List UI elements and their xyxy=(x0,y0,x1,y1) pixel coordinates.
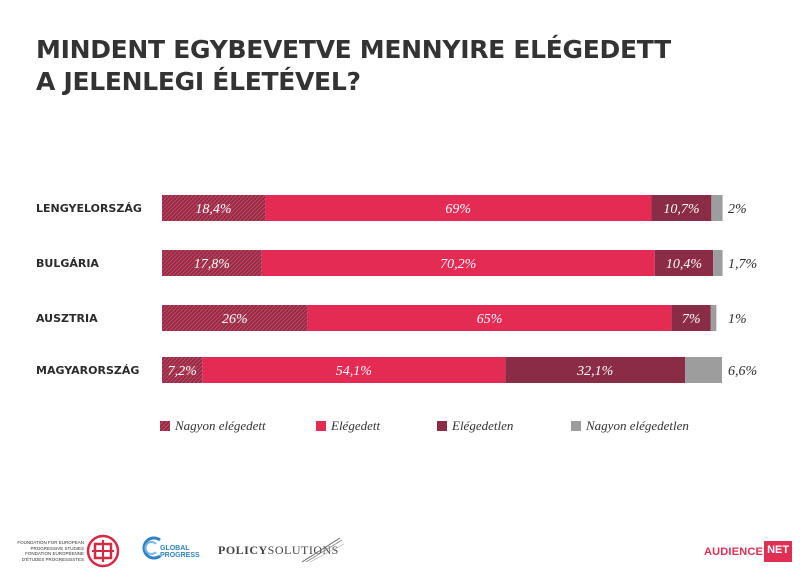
bar-segment xyxy=(162,195,266,221)
data-label: 6,6% xyxy=(728,364,757,379)
fepsl-line-3: FONDATION EUROPÉENNE xyxy=(25,551,84,556)
fepsl-line-4: D'ÉTUDES PROGRESSISTES xyxy=(21,556,84,562)
chart-title: MINDENT EGYBEVETVE MENNYIRE ELÉGEDETT A … xyxy=(36,34,736,98)
legend-label: Nagyon elégedetlen xyxy=(586,418,689,433)
bar-segment xyxy=(685,357,722,383)
bar-segment xyxy=(202,357,506,383)
legend-swatch xyxy=(571,421,581,431)
data-label: 54,1% xyxy=(336,364,372,379)
net-box: NET xyxy=(764,541,793,562)
legend-label: Elégedett xyxy=(331,418,381,433)
data-label: 17,8% xyxy=(194,257,230,272)
bar-segment xyxy=(162,357,203,383)
bar-segment xyxy=(713,250,723,276)
data-label: 7% xyxy=(682,312,701,327)
data-label: 69% xyxy=(445,202,471,217)
legend-swatch xyxy=(316,421,326,431)
fepsl-line-2: PROGRESSIVE STUDIES xyxy=(30,545,84,551)
bar-segment xyxy=(307,305,672,331)
global-progress-word-2: PROGRESS xyxy=(160,552,200,559)
chart-legend: Nagyon elégedett Elégedett Elégedetlen Nagy… xyxy=(160,418,760,436)
bar-segment xyxy=(654,250,714,276)
data-label: 32,1% xyxy=(576,364,613,379)
stacked-bar-chart: LENGYELORSZÁG 18,4% 69% 10,7% 2% BULGÁRIA 17,8… xyxy=(36,195,757,383)
data-label: 2% xyxy=(728,202,747,217)
policy-word: POLICY xyxy=(218,543,268,557)
data-label: 1,7% xyxy=(728,257,757,272)
chart-title-line-1: MINDENT EGYBEVETVE MENNYIRE ELÉGEDETT xyxy=(36,35,671,64)
footer-logos: FOUNDATION FOR EUROPEAN PROGRESSIVE STUD… xyxy=(0,520,800,571)
audience-net-logo: AUDIENCE NET xyxy=(704,541,793,562)
audience-word: AUDIENCE xyxy=(704,545,764,558)
legend-item: Nagyon elégedetlen xyxy=(571,418,689,434)
data-label: 10,7% xyxy=(663,202,699,217)
legend-label: Nagyon elégedett xyxy=(175,418,266,433)
global-progress-word-1: GLOBAL xyxy=(160,545,190,552)
category-label: LENGYELORSZÁG xyxy=(36,202,142,215)
legend-item: Elégedetlen xyxy=(437,418,513,434)
chart-title-line-2: A JELENLEGI ÉLETÉVEL? xyxy=(36,67,361,96)
data-label: 65% xyxy=(477,312,503,327)
category-label: AUSZTRIA xyxy=(36,312,98,325)
legend-swatch xyxy=(437,421,447,431)
bar-segment xyxy=(162,305,308,331)
data-label: 7,2% xyxy=(168,364,197,379)
global-progress-icon xyxy=(142,536,161,560)
fepsl-emblem-icon xyxy=(86,534,120,568)
data-label: 70,2% xyxy=(440,257,476,272)
data-label: 1% xyxy=(728,312,747,327)
bar-segment xyxy=(711,195,723,221)
fepsl-line-1: FOUNDATION FOR EUROPEAN xyxy=(17,540,84,545)
fepsl-logo-text: FOUNDATION FOR EUROPEAN PROGRESSIVE STUD… xyxy=(14,540,84,562)
legend-item: Nagyon elégedett xyxy=(160,418,266,434)
bar-segment xyxy=(265,195,652,221)
data-label: 18,4% xyxy=(195,202,231,217)
category-label: MAGYARORSZÁG xyxy=(36,364,139,377)
swoosh-icon xyxy=(301,537,344,563)
bar-segment xyxy=(505,357,686,383)
legend-label: Elégedetlen xyxy=(452,418,514,433)
bar-segment xyxy=(162,250,262,276)
bar-segment xyxy=(671,305,711,331)
bar-segment xyxy=(710,305,717,331)
bar-segment xyxy=(651,195,712,221)
legend-swatch xyxy=(160,421,170,431)
bar-segment xyxy=(261,250,655,276)
global-progress-logo-text: GLOBAL PROGRESS xyxy=(160,545,200,559)
category-label: BULGÁRIA xyxy=(36,257,99,270)
data-label: 10,4% xyxy=(666,257,702,272)
data-label: 26% xyxy=(222,312,248,327)
legend-item: Elégedett xyxy=(316,418,380,434)
